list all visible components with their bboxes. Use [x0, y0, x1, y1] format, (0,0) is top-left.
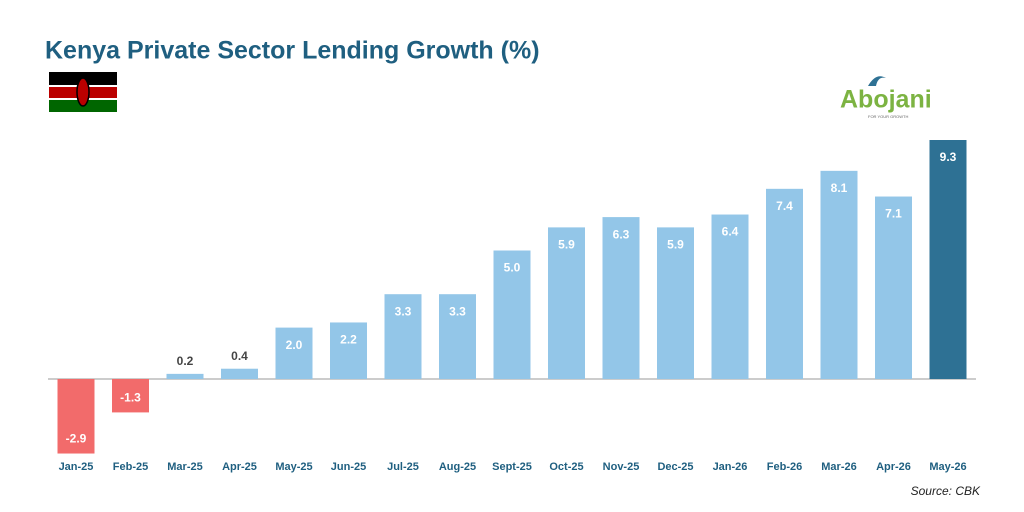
bar [602, 217, 640, 379]
x-tick-label: Sept-25 [492, 461, 532, 473]
bar [766, 188, 803, 379]
x-tick-label: Jan-26 [713, 461, 748, 473]
x-tick-label: Nov-25 [603, 461, 640, 473]
x-tick-label: Jun-25 [331, 461, 366, 473]
bar [384, 294, 422, 379]
chart-title: Kenya Private Sector Lending Growth (%) [45, 37, 540, 65]
bar [548, 227, 585, 379]
bar [330, 322, 367, 379]
x-tick-label: May-25 [275, 461, 312, 473]
x-tick-label: Jan-25 [59, 461, 94, 473]
x-tick-label: Jul-25 [387, 461, 419, 473]
bar [166, 373, 204, 379]
bar [820, 170, 858, 379]
value-label: -1.3 [120, 391, 141, 405]
value-label: -2.9 [66, 432, 87, 446]
x-tick-label: Apr-26 [876, 461, 911, 473]
value-label: 5.9 [667, 238, 684, 252]
value-label: 8.1 [831, 181, 848, 195]
logo-name: Abojani [840, 86, 932, 114]
value-label: 5.9 [558, 238, 575, 252]
bar [493, 250, 531, 379]
bar [875, 196, 912, 379]
value-label: 2.0 [286, 338, 303, 352]
bar [657, 227, 694, 379]
value-label: 3.3 [395, 304, 412, 318]
value-label: 7.1 [885, 207, 902, 221]
value-label: 3.3 [449, 304, 466, 318]
value-label: 7.4 [776, 199, 793, 213]
bar [275, 327, 313, 379]
source: Source: CBK [911, 484, 981, 498]
x-tick-label: Mar-26 [821, 461, 856, 473]
bar [57, 379, 95, 454]
x-tick-label: Feb-26 [767, 461, 802, 473]
bar [439, 294, 476, 379]
x-tick-label: Apr-25 [222, 461, 257, 473]
x-tick-label: Oct-25 [549, 461, 583, 473]
x-tick-label: Mar-25 [167, 461, 202, 473]
logo: Abojani FOR YOUR GROWTH [840, 76, 932, 119]
value-label: 6.4 [722, 225, 739, 239]
bar [221, 368, 258, 379]
logo-tagline: FOR YOUR GROWTH [868, 114, 908, 119]
x-tick-label: Feb-25 [113, 461, 148, 473]
value-label: 9.3 [940, 150, 957, 164]
value-label: 2.2 [340, 333, 357, 347]
bar [112, 379, 149, 413]
value-label: 0.4 [231, 349, 248, 363]
value-label: 6.3 [613, 227, 630, 241]
value-label: 5.0 [504, 261, 521, 275]
x-tick-label: Dec-25 [657, 461, 693, 473]
bar [711, 214, 749, 379]
kenya-flag [49, 72, 117, 112]
x-tick-label: May-26 [929, 461, 966, 473]
bar [929, 140, 967, 379]
x-tick-label: Aug-25 [439, 461, 476, 473]
value-label: 0.2 [177, 354, 194, 368]
